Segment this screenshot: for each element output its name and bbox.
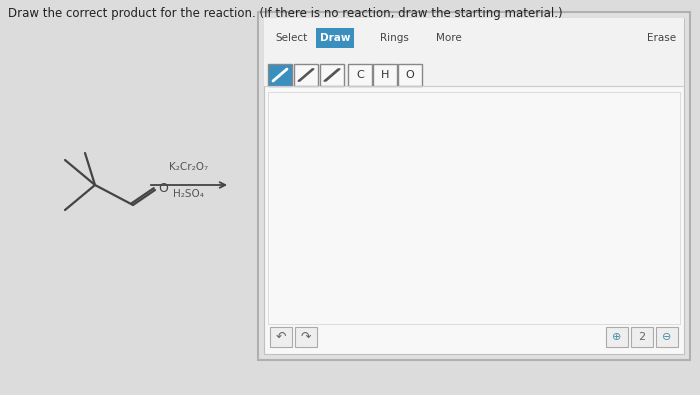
Text: ⊕: ⊕ (612, 332, 622, 342)
Bar (268, 64, 292, 86)
Bar (268, 92, 680, 324)
Bar (348, 64, 372, 86)
Text: O: O (405, 70, 414, 80)
Bar (631, 327, 653, 347)
Bar (320, 64, 344, 86)
Text: ⊖: ⊖ (662, 332, 672, 342)
Text: H₂SO₄: H₂SO₄ (174, 189, 204, 199)
Bar (316, 28, 354, 48)
Bar (270, 327, 292, 347)
Bar (606, 327, 628, 347)
Text: Rings: Rings (379, 33, 408, 43)
Text: ↶: ↶ (276, 331, 286, 344)
Text: Draw: Draw (320, 33, 350, 43)
Text: ↷: ↷ (301, 331, 312, 344)
Bar (264, 18, 684, 354)
Text: Erase: Erase (648, 33, 677, 43)
Bar (264, 18, 684, 86)
Bar (258, 12, 690, 360)
Text: More: More (436, 33, 462, 43)
Text: K₂Cr₂O₇: K₂Cr₂O₇ (169, 162, 209, 172)
Text: C: C (356, 70, 364, 80)
Text: Draw the correct product for the reaction. (If there is no reaction, draw the st: Draw the correct product for the reactio… (8, 7, 563, 20)
Text: Select: Select (276, 33, 308, 43)
Bar (398, 64, 422, 86)
Text: H: H (381, 70, 389, 80)
Text: O: O (158, 181, 168, 194)
Bar (373, 64, 397, 86)
Bar (294, 64, 318, 86)
Bar (295, 327, 317, 347)
Bar (656, 327, 678, 347)
Text: 2: 2 (638, 332, 645, 342)
